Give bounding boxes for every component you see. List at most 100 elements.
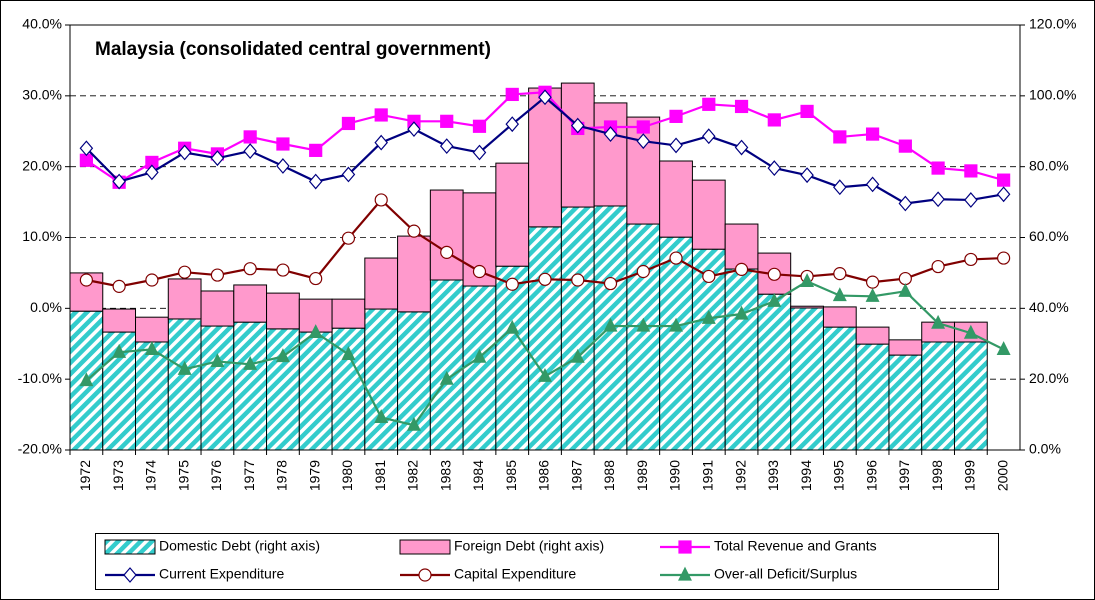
x-tick-label: 1984 <box>470 460 486 491</box>
bar <box>790 305 824 309</box>
y-tick-label: 20.0% <box>22 157 62 173</box>
marker <box>472 264 487 279</box>
y-tick-label: -20.0% <box>18 441 62 457</box>
bar <box>233 284 268 323</box>
marker <box>571 273 585 287</box>
marker <box>931 161 945 175</box>
legend-label: Over-all Deficit/Surplus <box>714 566 857 582</box>
marker <box>767 160 782 177</box>
y2-tick-label: 20.0% <box>1029 370 1069 386</box>
marker <box>538 89 552 106</box>
marker <box>439 138 454 155</box>
marker <box>341 231 356 245</box>
x-tick-label: 1973 <box>110 460 126 491</box>
x-tick-label: 2000 <box>994 460 1010 491</box>
marker <box>472 119 487 133</box>
marker <box>570 117 585 134</box>
marker <box>767 292 782 307</box>
bar <box>528 226 562 451</box>
marker <box>374 193 388 207</box>
marker <box>800 167 814 184</box>
marker <box>374 409 389 424</box>
bar <box>560 82 595 208</box>
bar <box>560 206 595 451</box>
marker <box>996 341 1011 356</box>
marker <box>931 191 945 208</box>
bar <box>102 308 137 333</box>
marker <box>538 367 552 382</box>
marker <box>505 319 520 334</box>
marker <box>964 252 978 267</box>
x-tick-label: 1983 <box>437 460 453 491</box>
marker <box>734 99 749 114</box>
marker <box>865 127 880 141</box>
y-tick-label: 0.0% <box>30 299 62 315</box>
marker <box>964 164 978 178</box>
marker <box>505 277 519 291</box>
x-tick-label: 1989 <box>634 460 650 491</box>
bar <box>888 339 923 356</box>
marker <box>701 309 716 324</box>
marker <box>243 130 257 144</box>
marker <box>308 324 323 339</box>
marker <box>603 276 618 291</box>
marker <box>833 179 847 196</box>
marker <box>767 267 781 281</box>
legend-box <box>95 533 999 590</box>
marker <box>112 173 126 190</box>
marker <box>505 116 520 133</box>
marker <box>341 166 356 183</box>
bar <box>200 290 235 327</box>
marker <box>112 343 127 358</box>
x-tick-label: 1972 <box>77 460 93 491</box>
marker <box>177 144 192 161</box>
marker <box>210 150 225 167</box>
legend-marker <box>678 566 692 581</box>
marker <box>308 173 323 190</box>
x-tick-label: 1996 <box>863 460 879 491</box>
x-tick-label: 1999 <box>962 460 978 491</box>
y2-tick-label: 100.0% <box>1029 87 1076 103</box>
marker <box>145 164 159 181</box>
marker <box>865 287 880 302</box>
bar <box>659 160 693 238</box>
x-tick-label: 1981 <box>372 460 388 491</box>
bar <box>364 308 399 451</box>
marker <box>931 259 945 274</box>
legend-marker <box>678 540 692 554</box>
marker <box>898 139 912 153</box>
bar <box>167 318 202 451</box>
marker <box>79 273 93 287</box>
bar <box>528 87 562 228</box>
marker <box>145 273 159 287</box>
bar <box>888 354 923 451</box>
x-tick-label: 1990 <box>667 460 683 491</box>
marker <box>767 113 781 127</box>
y2-tick-label: 120.0% <box>1029 16 1076 32</box>
bar <box>757 293 792 451</box>
y2-tick-label: 40.0% <box>1029 299 1069 315</box>
bar <box>626 223 661 451</box>
marker <box>243 355 258 370</box>
legend-label: Capital Expenditure <box>454 566 576 582</box>
bar <box>691 179 726 250</box>
bar <box>724 223 759 270</box>
x-tick-label: 1977 <box>241 460 257 491</box>
marker <box>963 324 978 339</box>
marker <box>996 186 1011 203</box>
marker <box>669 317 684 332</box>
marker <box>538 272 552 286</box>
y-tick-label: 30.0% <box>22 87 62 103</box>
y2-tick-label: 60.0% <box>1029 228 1069 244</box>
bar <box>397 235 431 313</box>
bar <box>331 298 366 329</box>
marker <box>570 348 585 363</box>
marker <box>734 262 749 276</box>
bar <box>855 343 890 451</box>
marker <box>931 314 946 329</box>
plot-frame <box>69 24 1021 451</box>
x-tick-label: 1979 <box>306 460 322 491</box>
chart-title: Malaysia (consolidated central governmen… <box>95 39 491 60</box>
marker <box>997 251 1011 265</box>
